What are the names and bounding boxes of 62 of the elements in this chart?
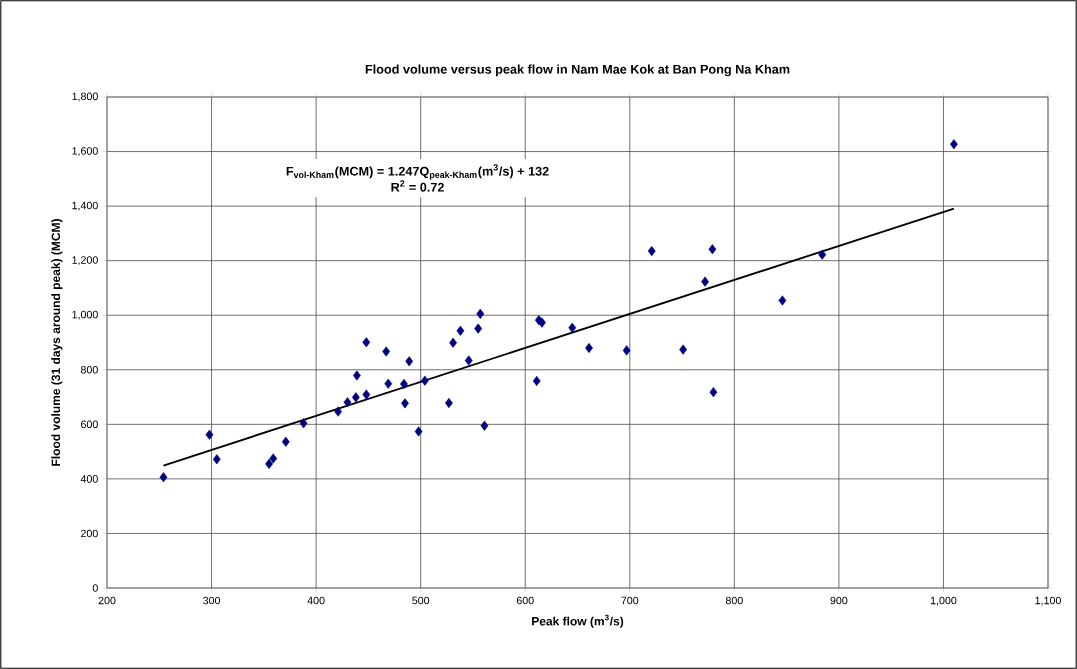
point <box>353 370 361 381</box>
x-tick-label: 700 <box>621 596 639 605</box>
point <box>405 356 414 367</box>
point <box>701 276 709 287</box>
point <box>299 418 308 429</box>
x-tick-label: 400 <box>307 596 325 605</box>
point <box>647 246 656 257</box>
point <box>351 392 360 403</box>
x-tick-label: 300 <box>203 596 221 605</box>
point <box>212 454 221 465</box>
point <box>343 397 352 408</box>
point <box>818 249 827 260</box>
x-tick-label: 600 <box>516 596 534 605</box>
x-axis-title: Peak flow (m$^{3}$/s) <box>532 614 624 628</box>
point <box>476 308 485 319</box>
point <box>401 398 409 409</box>
point <box>265 458 273 469</box>
point <box>679 344 687 355</box>
y-tick-label: 1,200 <box>72 256 98 266</box>
point <box>950 139 958 150</box>
point <box>464 355 473 366</box>
point <box>622 345 631 356</box>
point <box>480 420 489 431</box>
point <box>362 389 371 400</box>
point <box>384 378 393 389</box>
point <box>159 472 168 483</box>
x-tick-label: 200 <box>98 596 116 605</box>
point <box>420 375 429 386</box>
y-tick-label: 600 <box>81 420 98 429</box>
y-tick-label: 0 <box>92 584 98 592</box>
y-tick-label: 1,800 <box>72 92 98 102</box>
y-tick-label: 1,400 <box>72 201 98 211</box>
x-tick-label: 500 <box>412 596 430 605</box>
y-tick-label: 200 <box>81 529 98 538</box>
x-tick-label: 1,000 <box>930 596 957 606</box>
point <box>414 426 423 437</box>
y-tick-label: 400 <box>80 475 98 483</box>
x-tick-label: 1,100 <box>1035 596 1061 606</box>
x-tick-label: 800 <box>725 596 743 605</box>
point <box>538 317 546 328</box>
y-tick-label: 1,000 <box>72 310 98 320</box>
point <box>382 346 391 357</box>
x-tick-label: 900 <box>830 596 848 605</box>
point <box>281 436 290 447</box>
y-axis-title: Flood volume (31 days around peak) (MCM) <box>51 219 63 466</box>
annotation: R$^{2}$ = 0.72 <box>391 180 444 192</box>
point <box>778 295 787 306</box>
point <box>532 375 541 387</box>
point <box>709 387 718 398</box>
point <box>456 325 465 336</box>
y-tick-label: 1,600 <box>72 147 98 156</box>
point <box>708 244 717 255</box>
point <box>205 429 214 440</box>
y-tick-label: 800 <box>80 366 98 374</box>
point <box>568 322 577 333</box>
point <box>449 337 457 348</box>
point <box>334 406 342 417</box>
chart-title: Flood volume versus peak flow in Nam Mae Kok at Ban Pong Na Kham <box>365 64 790 77</box>
annotation: F$_{vol-Kham}$(MCM) = 1.247Q$_{peak-Kham}$(m$^{3}$/s) + 132 <box>286 164 549 180</box>
point <box>474 323 483 334</box>
point <box>269 453 278 464</box>
point <box>362 337 371 348</box>
